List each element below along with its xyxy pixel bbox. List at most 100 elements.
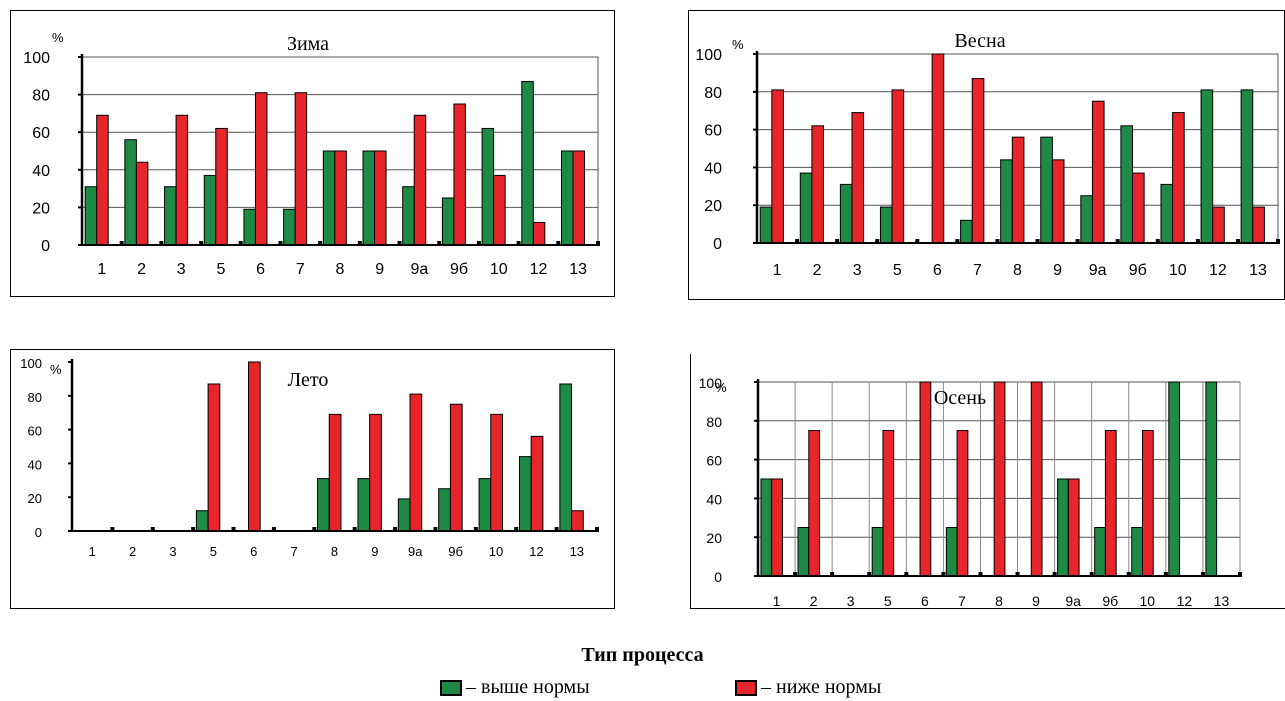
legend-swatch-above: [440, 679, 462, 696]
bar-above-norm: [322, 150, 336, 246]
y-tick-label: 0: [714, 569, 722, 585]
bar-above-norm: [438, 488, 451, 532]
x-tick-mark: [875, 239, 880, 244]
legend-label-below: – ниже нормы: [761, 676, 882, 698]
legend-title: Тип процесса: [581, 644, 704, 666]
bar-below-norm: [931, 53, 945, 244]
x-tick-mark: [955, 239, 960, 244]
bar-below-norm: [374, 150, 387, 246]
bar-above-norm: [559, 383, 573, 532]
x-tick-label: 1: [97, 261, 106, 278]
chart-frame: [10, 10, 615, 297]
y-tick-label: 100: [699, 375, 723, 391]
y-tick-label: 40: [32, 163, 50, 180]
y-tick-label: 40: [706, 491, 722, 507]
bar-above-norm: [960, 219, 973, 244]
bar-above-norm: [1160, 183, 1174, 244]
bar-below-norm: [175, 114, 189, 246]
y-tick-label: 100: [695, 47, 722, 64]
y-unit-label: %: [732, 37, 744, 52]
bar-below-norm: [1011, 136, 1025, 244]
legend-swatch-below: [735, 679, 757, 696]
bar-below-norm: [247, 361, 261, 532]
x-tick-label: 9б: [448, 544, 463, 559]
legend: Тип процесса – выше нормы – ниже нормы: [0, 640, 1285, 701]
chart-panel-summer: 0 20 40 60 80 100 1 2 3 5 6 7 8 9 9а 9б 10 12 13 Лето%: [10, 349, 615, 609]
x-tick-mark: [1155, 239, 1160, 244]
bar-below-norm: [851, 112, 865, 244]
bar-below-norm: [956, 430, 969, 577]
x-tick-mark: [941, 572, 946, 577]
x-tick-mark: [995, 239, 1000, 244]
x-tick-label: 10: [1140, 593, 1156, 609]
bar-above-norm: [1168, 381, 1181, 577]
x-tick-label: 5: [893, 262, 902, 279]
bar-above-norm: [481, 127, 495, 246]
x-tick-label: 12: [530, 261, 548, 278]
x-tick-label: 9б: [1129, 262, 1147, 279]
x-tick-mark: [1195, 239, 1200, 244]
bar-below-norm: [493, 174, 506, 246]
x-tick-mark: [437, 241, 442, 246]
bar-below-norm: [369, 413, 382, 532]
bar-below-norm: [971, 78, 985, 244]
x-tick-label: 13: [570, 544, 584, 559]
x-tick-mark: [554, 527, 559, 532]
bar-below-norm: [413, 114, 427, 246]
x-tick-mark: [238, 241, 243, 246]
bar-below-norm: [1141, 430, 1154, 577]
x-tick-mark: [835, 239, 840, 244]
x-tick-mark: [318, 241, 323, 246]
y-tick-label: 0: [41, 238, 50, 255]
x-tick-label: 9: [371, 544, 378, 559]
y-tick-label: 100: [23, 50, 50, 67]
bar-above-norm: [317, 478, 330, 532]
x-tick-label: 9б: [450, 261, 468, 278]
bar-below-norm: [811, 125, 825, 244]
bar-below-norm: [449, 403, 463, 532]
y-tick-label: 20: [704, 198, 722, 215]
y-tick-label: 40: [28, 457, 42, 472]
bar-above-norm: [560, 150, 574, 246]
bar-above-norm: [124, 139, 137, 246]
x-tick-mark: [1115, 239, 1120, 244]
x-tick-label: 2: [129, 544, 136, 559]
bar-above-norm: [84, 186, 98, 246]
legend-item-below: – ниже нормы: [735, 676, 881, 699]
y-tick-label: 60: [32, 125, 50, 142]
bar-below-norm: [328, 413, 342, 532]
bar-below-norm: [532, 221, 546, 246]
x-tick-mark: [1200, 572, 1205, 577]
x-tick-mark: [596, 241, 600, 246]
bar-below-norm: [1030, 381, 1043, 577]
chart-title: Весна: [954, 30, 1005, 52]
x-tick-label: 9: [375, 261, 384, 278]
y-tick-label: 60: [28, 424, 42, 439]
bar-below-norm: [571, 510, 584, 532]
x-tick-label: 8: [995, 593, 1003, 609]
bar-above-norm: [357, 478, 371, 532]
bar-below-norm: [254, 92, 268, 246]
x-tick-mark: [1235, 239, 1240, 244]
y-tick-label: 20: [32, 200, 50, 217]
x-tick-label: 9а: [408, 544, 423, 559]
x-tick-mark: [393, 527, 398, 532]
chart-title: Зима: [287, 33, 329, 55]
bar-below-norm: [919, 381, 932, 577]
x-tick-label: 10: [1169, 262, 1187, 279]
x-tick-label: 9а: [1065, 593, 1081, 609]
x-tick-label: 7: [958, 593, 966, 609]
bar-below-norm: [1067, 478, 1080, 577]
bar-below-norm: [1172, 112, 1185, 244]
y-tick-label: 80: [28, 390, 42, 405]
y-tick-label: 0: [713, 236, 722, 253]
x-tick-label: 12: [1177, 593, 1193, 609]
y-tick-label: 100: [20, 356, 42, 371]
bar-below-norm: [891, 89, 905, 244]
x-tick-label: 13: [569, 261, 587, 278]
bar-below-norm: [771, 89, 784, 244]
legend-label-above: – выше нормы: [466, 676, 590, 698]
chart-panel-winter: 0 20 40 60 80 100 1 2 3 5 6 7 8 9 9а 9б 10 12 13 Зима%: [10, 10, 615, 297]
x-tick-label: 9б: [1102, 593, 1118, 609]
bar-above-norm: [397, 498, 411, 532]
